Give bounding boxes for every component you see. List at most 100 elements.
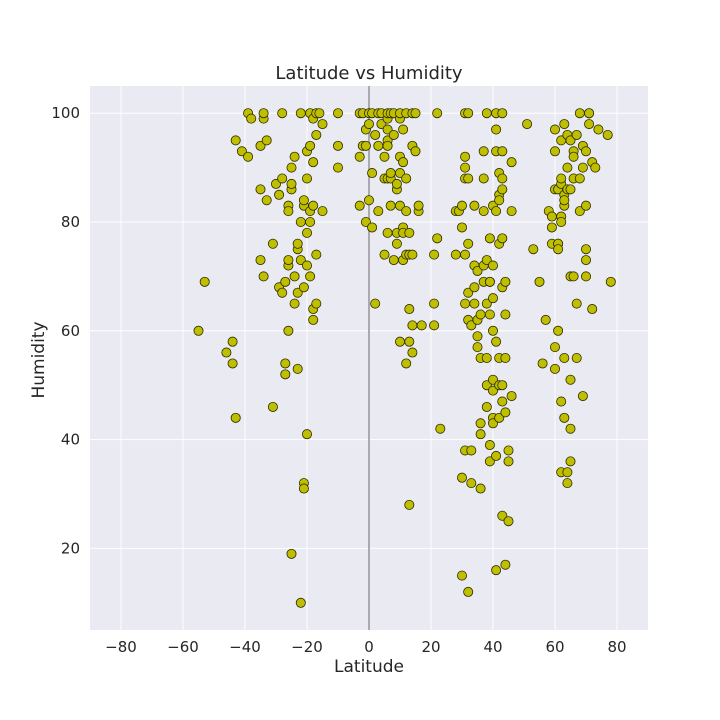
data-point: [332, 108, 343, 119]
data-point: [497, 380, 508, 391]
data-point: [354, 151, 365, 162]
data-point: [398, 124, 409, 135]
data-point: [481, 352, 492, 363]
data-point: [311, 298, 322, 309]
data-point: [466, 478, 477, 489]
data-point: [407, 249, 418, 260]
x-tick-label: 80: [607, 638, 626, 656]
data-point: [277, 108, 288, 119]
data-point: [559, 352, 570, 363]
data-point: [435, 423, 446, 434]
data-point: [546, 211, 557, 222]
data-point: [277, 287, 288, 298]
data-point: [398, 157, 409, 168]
data-point: [394, 200, 405, 211]
data-point: [332, 162, 343, 173]
data-point: [283, 206, 294, 217]
data-point: [484, 276, 495, 287]
data-point: [280, 358, 291, 369]
data-point: [230, 135, 241, 146]
data-point: [413, 200, 424, 211]
data-point: [280, 276, 291, 287]
x-axis-title: Latitude: [334, 657, 404, 677]
data-point: [261, 135, 272, 146]
data-point: [577, 391, 588, 402]
data-point: [500, 407, 511, 418]
data-point: [394, 168, 405, 179]
data-point: [267, 401, 278, 412]
data-point: [466, 445, 477, 456]
data-point: [292, 238, 303, 249]
data-point: [193, 325, 204, 336]
data-point: [456, 570, 467, 581]
data-point: [500, 309, 511, 320]
data-point: [478, 206, 489, 217]
data-point: [391, 178, 402, 189]
data-point: [394, 336, 405, 347]
data-point: [506, 206, 517, 217]
data-point: [491, 206, 502, 217]
data-point: [491, 565, 502, 576]
data-point: [550, 363, 561, 374]
data-point: [404, 304, 415, 315]
data-point: [503, 445, 514, 456]
data-point: [487, 385, 498, 396]
data-point: [472, 331, 483, 342]
data-point: [550, 342, 561, 353]
data-point: [388, 255, 399, 266]
data-point: [227, 358, 238, 369]
data-point: [298, 483, 309, 494]
data-point: [481, 380, 492, 391]
data-point: [410, 146, 421, 157]
data-point: [602, 129, 613, 140]
data-point: [258, 271, 269, 282]
data-point: [283, 325, 294, 336]
data-point: [301, 260, 312, 271]
data-point: [305, 271, 316, 282]
x-tick-label: −80: [105, 638, 137, 656]
y-tick-label: 20: [61, 539, 80, 557]
data-point: [497, 173, 508, 184]
data-point: [487, 293, 498, 304]
data-point: [487, 260, 498, 271]
data-point: [360, 140, 371, 151]
data-point: [559, 195, 570, 206]
data-point: [295, 108, 306, 119]
data-point: [456, 472, 467, 483]
data-point: [469, 298, 480, 309]
data-point: [556, 173, 567, 184]
data-point: [236, 146, 247, 157]
data-point: [553, 325, 564, 336]
data-point: [481, 108, 492, 119]
data-point: [286, 548, 297, 559]
data-point: [581, 244, 592, 255]
data-point: [484, 456, 495, 467]
data-point: [487, 374, 498, 385]
data-point: [270, 178, 281, 189]
data-point: [274, 189, 285, 200]
data-point: [298, 195, 309, 206]
data-point: [562, 467, 573, 478]
data-point: [487, 418, 498, 429]
data-point: [540, 314, 551, 325]
data-point: [571, 352, 582, 363]
data-point: [500, 276, 511, 287]
data-point: [481, 401, 492, 412]
data-point: [565, 456, 576, 467]
data-point: [593, 124, 604, 135]
data-point: [475, 483, 486, 494]
data-point: [317, 206, 328, 217]
data-point: [546, 222, 557, 233]
data-point: [382, 124, 393, 135]
data-point: [581, 146, 592, 157]
data-point: [373, 140, 384, 151]
data-point: [388, 129, 399, 140]
data-point: [494, 195, 505, 206]
data-point: [562, 478, 573, 489]
data-point: [280, 369, 291, 380]
data-point: [289, 151, 300, 162]
data-point: [478, 146, 489, 157]
data-point: [584, 119, 595, 130]
data-point: [463, 173, 474, 184]
data-point: [286, 178, 297, 189]
